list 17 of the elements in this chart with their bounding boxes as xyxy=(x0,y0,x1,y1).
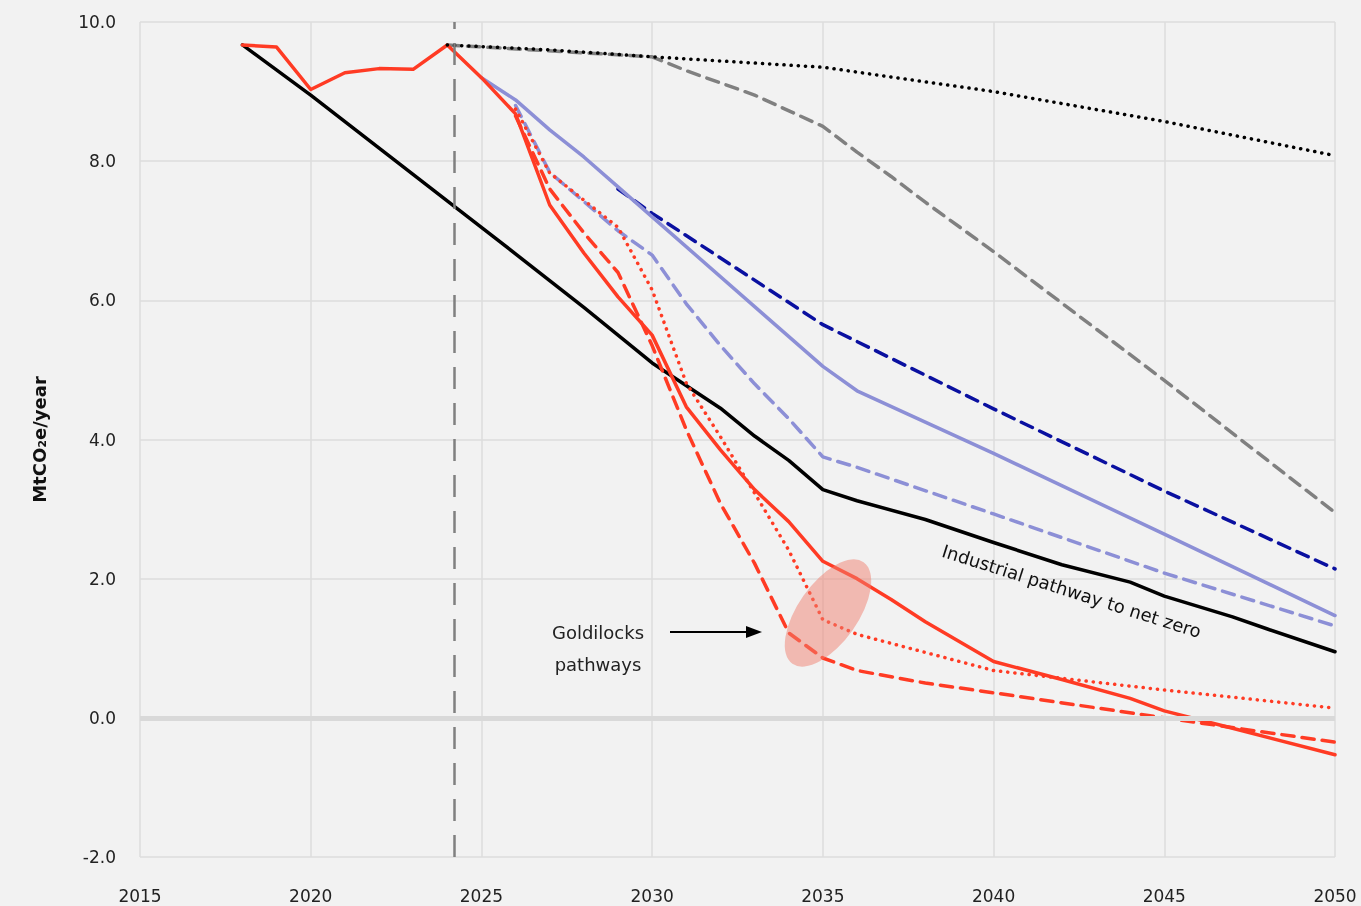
x-tick-label: 2015 xyxy=(118,885,162,906)
x-tick-label: 2050 xyxy=(1313,885,1357,906)
x-tick-label: 2030 xyxy=(630,885,674,906)
y-tick-label: 6.0 xyxy=(88,290,116,311)
x-tick-label: 2035 xyxy=(801,885,845,906)
y-tick-label: 4.0 xyxy=(88,429,116,450)
y-tick-label: 2.0 xyxy=(88,568,116,589)
y-tick-label: 8.0 xyxy=(88,151,116,172)
y-tick-label: -2.0 xyxy=(82,847,116,867)
x-tick-label: 2045 xyxy=(1142,885,1186,906)
y-axis-title: MtCO₂e/year xyxy=(28,376,50,503)
x-tick-label: 2025 xyxy=(459,885,504,906)
y-tick-label: 0.0 xyxy=(88,707,116,728)
annotation: Goldilocks pathways xyxy=(551,621,645,675)
x-tick-label: 2040 xyxy=(971,885,1016,906)
y-tick-label: 10.0 xyxy=(78,12,116,32)
x-tick-label: 2020 xyxy=(289,885,333,906)
